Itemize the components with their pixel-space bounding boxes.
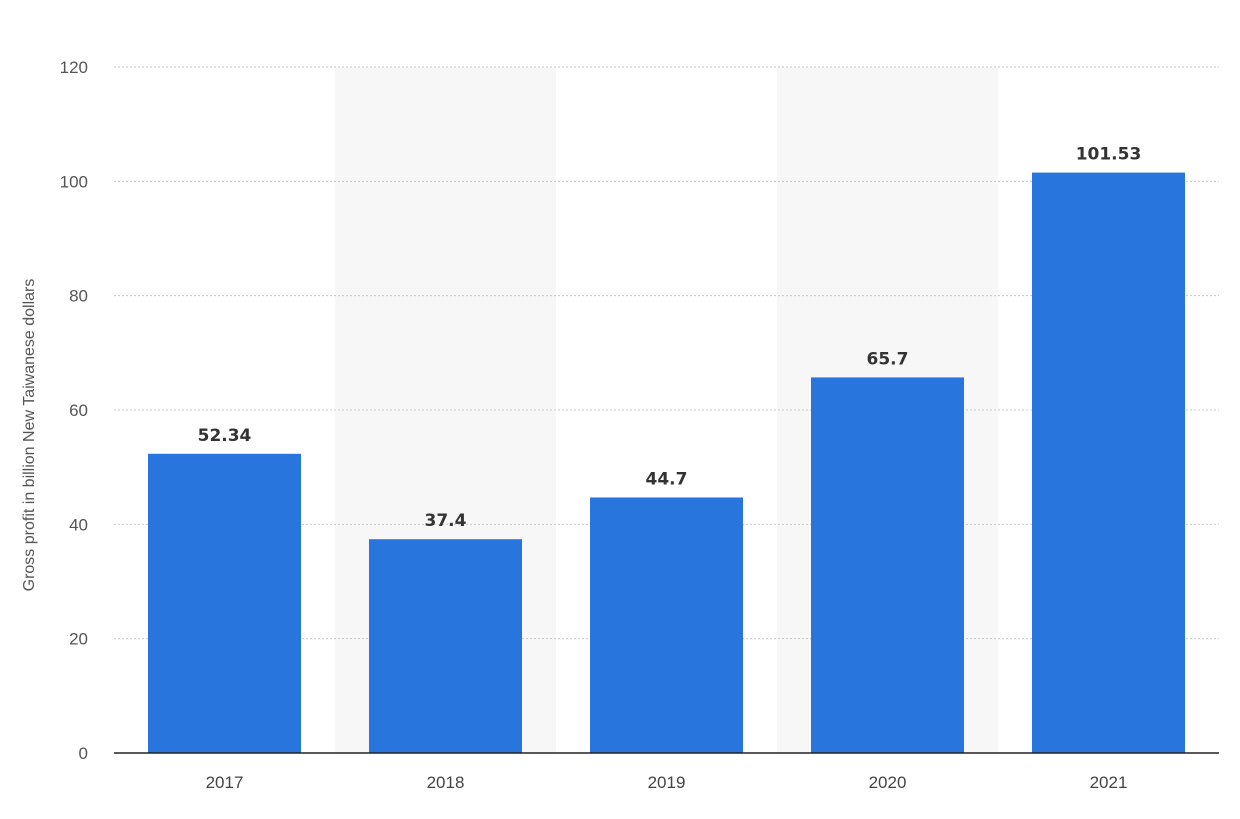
y-tick-label-60: 60 — [69, 401, 88, 420]
bar-2017 — [148, 453, 301, 753]
value-labels: 52.34 37.4 44.7 65.7 101.53 — [198, 145, 1142, 532]
value-label-2018: 37.4 — [425, 511, 467, 531]
x-tick-label-2021: 2021 — [1090, 773, 1128, 792]
bar-2019 — [590, 497, 743, 753]
y-axis-ticks: 0 20 40 60 80 100 120 — [60, 58, 88, 763]
bars — [148, 172, 1185, 753]
bar-2018 — [369, 539, 522, 753]
bar-2020 — [811, 377, 964, 753]
y-axis-title: Gross profit in billion New Taiwanese do… — [21, 279, 38, 592]
x-tick-label-2018: 2018 — [427, 773, 465, 792]
x-axis-ticks: 2017 2018 2019 2020 2021 — [206, 773, 1128, 792]
y-tick-label-40: 40 — [69, 515, 88, 534]
value-label-2017: 52.34 — [198, 426, 252, 446]
y-tick-label-20: 20 — [69, 630, 88, 649]
value-label-2019: 44.7 — [646, 469, 688, 489]
x-tick-label-2017: 2017 — [206, 773, 244, 792]
y-tick-label-100: 100 — [60, 172, 88, 191]
y-tick-label-120: 120 — [60, 58, 88, 77]
value-label-2020: 65.7 — [867, 349, 909, 369]
x-tick-label-2020: 2020 — [869, 773, 907, 792]
y-tick-label-0: 0 — [79, 744, 88, 763]
bar-2021 — [1032, 172, 1185, 753]
y-tick-label-80: 80 — [69, 287, 88, 306]
x-tick-label-2019: 2019 — [648, 773, 686, 792]
value-label-2021: 101.53 — [1076, 145, 1142, 165]
